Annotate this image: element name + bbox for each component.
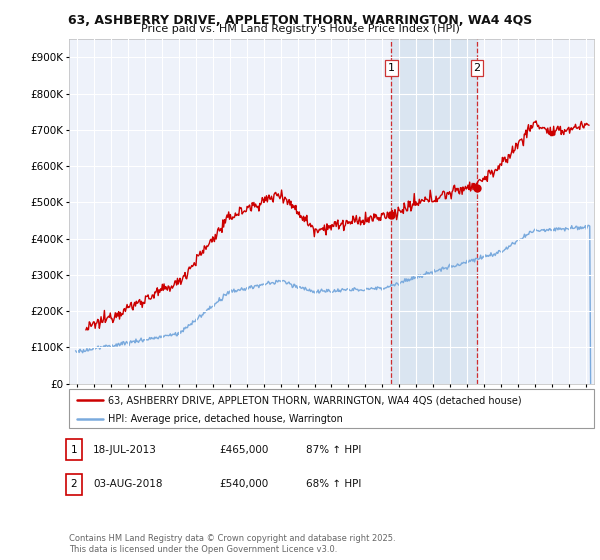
Text: 87% ↑ HPI: 87% ↑ HPI	[306, 445, 361, 455]
Text: 63, ASHBERRY DRIVE, APPLETON THORN, WARRINGTON, WA4 4QS (detached house): 63, ASHBERRY DRIVE, APPLETON THORN, WARR…	[109, 395, 522, 405]
Text: 1: 1	[388, 63, 395, 73]
FancyBboxPatch shape	[66, 439, 82, 460]
Bar	[391, 39, 477, 384]
Text: 2: 2	[473, 63, 481, 73]
Text: 68% ↑ HPI: 68% ↑ HPI	[306, 479, 361, 489]
FancyBboxPatch shape	[66, 474, 82, 495]
Text: HPI: Average price, detached house, Warrington: HPI: Average price, detached house, Warr…	[109, 414, 343, 423]
Text: 18-JUL-2013: 18-JUL-2013	[93, 445, 157, 455]
Text: £540,000: £540,000	[219, 479, 268, 489]
Text: 03-AUG-2018: 03-AUG-2018	[93, 479, 163, 489]
Text: £465,000: £465,000	[219, 445, 268, 455]
Text: 63, ASHBERRY DRIVE, APPLETON THORN, WARRINGTON, WA4 4QS: 63, ASHBERRY DRIVE, APPLETON THORN, WARR…	[68, 14, 532, 27]
Text: 2: 2	[70, 479, 77, 489]
Text: Price paid vs. HM Land Registry's House Price Index (HPI): Price paid vs. HM Land Registry's House …	[140, 24, 460, 34]
Text: Contains HM Land Registry data © Crown copyright and database right 2025.
This d: Contains HM Land Registry data © Crown c…	[69, 534, 395, 554]
Text: 1: 1	[70, 445, 77, 455]
FancyBboxPatch shape	[69, 389, 594, 428]
